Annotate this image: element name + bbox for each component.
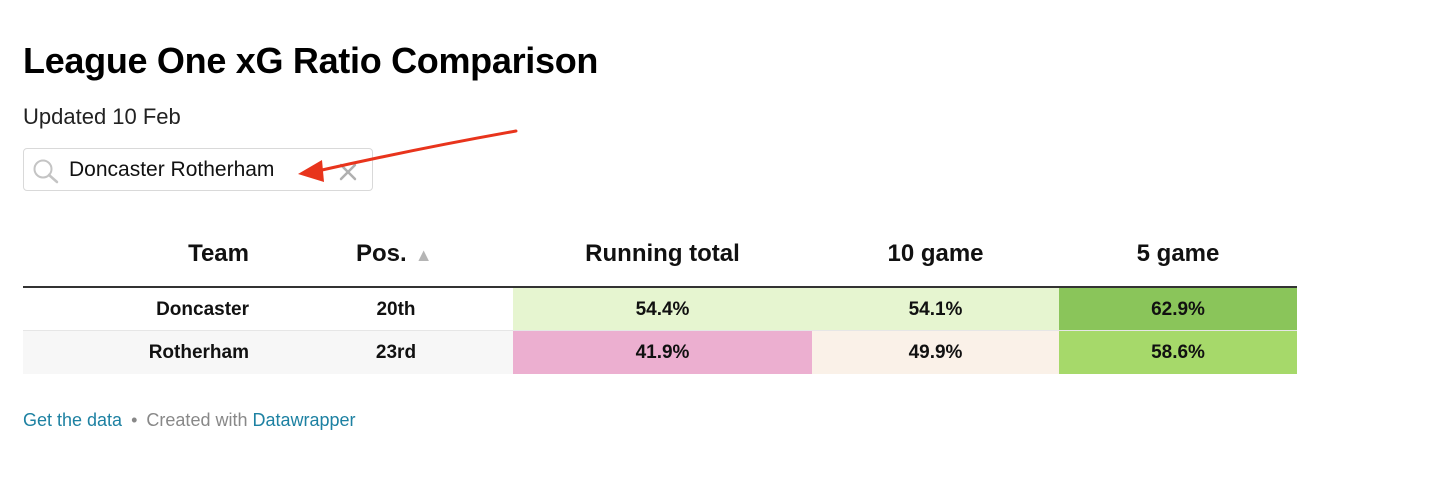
column-header-running-total[interactable]: Running total: [585, 240, 740, 267]
search-icon: [33, 159, 59, 184]
created-with-text: Created with: [146, 410, 248, 430]
cell-team: Rotherham: [148, 342, 249, 363]
cell-pos: 23rd: [375, 342, 417, 363]
table-row: Rotherham 23rd 41.9% 49.9% 58.6%: [23, 331, 1297, 374]
column-header-pos[interactable]: Pos. ▲: [356, 240, 433, 268]
column-header-team[interactable]: Team: [188, 240, 249, 267]
cell-5-game: 62.9%: [1059, 288, 1297, 330]
search-input[interactable]: [69, 153, 329, 187]
cell-running-total: 41.9%: [513, 331, 812, 374]
column-header-pos-label: Pos.: [356, 240, 407, 267]
footer: Get the data • Created with Datawrapper: [23, 410, 356, 431]
cell-pos: 20th: [376, 299, 416, 320]
cell-10-game: 54.1%: [812, 288, 1059, 330]
cell-running-total: 54.4%: [513, 288, 812, 330]
cell-team: Doncaster: [156, 299, 249, 320]
column-header-5-game[interactable]: 5 game: [1136, 240, 1220, 267]
cell-5-game: 58.6%: [1059, 331, 1297, 374]
cell-10-game: 49.9%: [812, 331, 1059, 374]
close-icon[interactable]: [337, 161, 359, 183]
page-subtitle: Updated 10 Feb: [23, 104, 181, 129]
get-data-link[interactable]: Get the data: [23, 410, 123, 430]
datawrapper-link[interactable]: Datawrapper: [252, 410, 356, 430]
footer-separator: •: [131, 410, 138, 430]
table-row: Doncaster 20th 54.4% 54.1% 62.9%: [23, 288, 1297, 331]
search-box[interactable]: [23, 148, 373, 191]
page-title: League One xG Ratio Comparison: [23, 40, 599, 81]
table-header: Team Pos. ▲ Running total 10 game 5 game: [23, 232, 1297, 288]
column-header-10-game[interactable]: 10 game: [887, 240, 984, 267]
sort-ascending-icon: ▲: [414, 245, 433, 265]
xg-table: Team Pos. ▲ Running total 10 game 5 game …: [23, 232, 1297, 374]
